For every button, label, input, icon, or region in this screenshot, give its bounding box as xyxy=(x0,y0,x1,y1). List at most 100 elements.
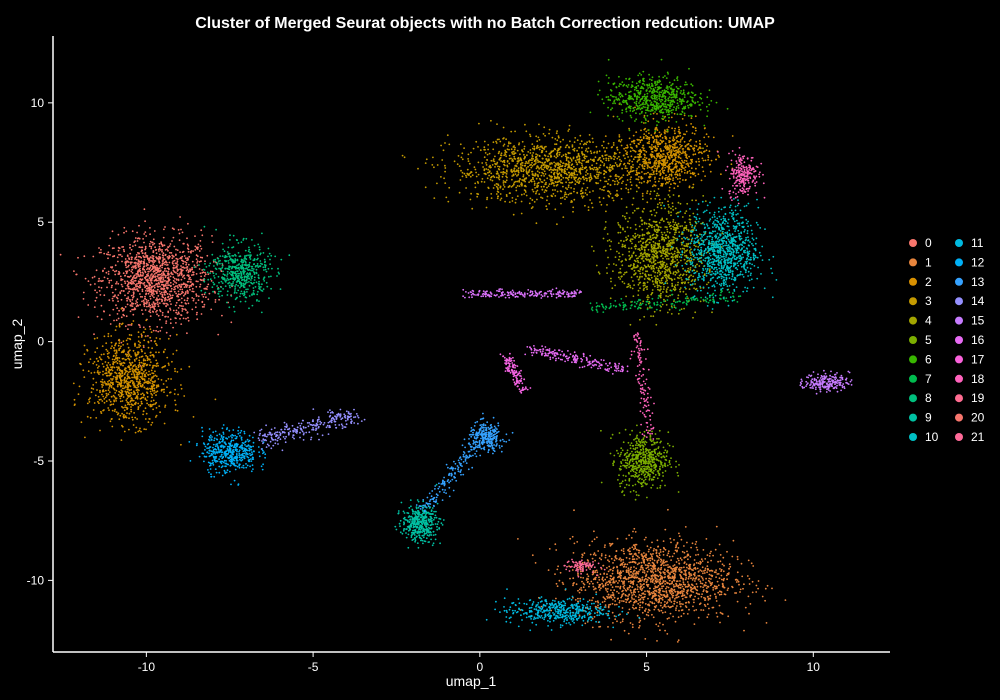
data-point xyxy=(684,573,687,575)
data-point xyxy=(492,158,495,161)
data-point xyxy=(693,564,695,567)
data-point xyxy=(159,269,162,272)
data-point xyxy=(491,164,494,166)
data-point xyxy=(571,145,574,148)
data-point xyxy=(686,581,689,583)
data-point xyxy=(117,233,120,236)
data-point xyxy=(161,311,164,314)
data-point xyxy=(139,293,141,295)
data-point xyxy=(114,288,117,291)
data-point xyxy=(155,279,158,282)
data-point xyxy=(568,124,571,127)
data-point xyxy=(204,287,207,290)
data-point xyxy=(196,248,199,251)
data-point xyxy=(613,596,616,599)
data-point xyxy=(124,264,127,267)
data-point xyxy=(183,277,186,280)
data-point xyxy=(177,393,180,396)
data-point xyxy=(187,263,190,266)
data-point xyxy=(110,335,113,337)
data-point xyxy=(679,580,681,582)
data-point xyxy=(125,367,127,370)
chart-title: Cluster of Merged Seurat objects with no… xyxy=(195,15,775,32)
data-point xyxy=(565,196,568,199)
data-point xyxy=(658,554,661,557)
data-point xyxy=(633,544,636,547)
data-point xyxy=(652,594,655,597)
data-point xyxy=(171,257,174,260)
data-point xyxy=(130,406,132,408)
data-point xyxy=(538,123,540,126)
data-point xyxy=(499,140,502,143)
data-point xyxy=(515,198,517,201)
data-point xyxy=(130,388,133,391)
data-point xyxy=(186,266,189,268)
data-point xyxy=(558,180,560,183)
data-point xyxy=(135,256,138,258)
data-point xyxy=(122,414,125,416)
data-point xyxy=(665,587,667,590)
data-point xyxy=(155,375,158,378)
data-point xyxy=(604,554,607,557)
data-point xyxy=(161,280,163,283)
data-point xyxy=(108,399,111,401)
data-point xyxy=(502,126,505,129)
data-point xyxy=(562,154,565,157)
data-point xyxy=(461,158,464,161)
data-point xyxy=(129,324,131,326)
data-point xyxy=(622,550,625,553)
data-point xyxy=(766,584,769,587)
data-point xyxy=(553,155,556,158)
data-point xyxy=(152,274,155,277)
data-point xyxy=(755,584,758,587)
data-point xyxy=(675,596,678,599)
data-point xyxy=(680,538,683,541)
data-point xyxy=(120,279,122,282)
data-point xyxy=(131,376,134,379)
data-point xyxy=(585,166,587,169)
data-point xyxy=(167,249,169,252)
data-point xyxy=(675,609,677,611)
data-point xyxy=(518,142,521,145)
data-point xyxy=(595,168,597,171)
data-point xyxy=(448,186,451,189)
data-point xyxy=(578,146,580,149)
data-point xyxy=(608,542,611,545)
data-point xyxy=(83,353,86,355)
data-point xyxy=(129,243,131,246)
data-point xyxy=(601,144,603,147)
data-point xyxy=(158,302,161,304)
data-point xyxy=(538,171,541,174)
data-point xyxy=(116,359,119,361)
data-point xyxy=(523,145,526,148)
data-point xyxy=(158,290,161,293)
data-point xyxy=(107,251,110,254)
data-point xyxy=(132,365,135,367)
data-point xyxy=(600,203,603,206)
data-point xyxy=(580,178,582,180)
data-point xyxy=(180,305,183,307)
data-point xyxy=(151,241,154,244)
data-point xyxy=(174,370,177,373)
data-point xyxy=(604,544,606,546)
data-point xyxy=(535,162,537,164)
data-point xyxy=(693,609,696,612)
data-point xyxy=(93,361,96,363)
data-point xyxy=(467,160,470,163)
data-point xyxy=(696,585,699,588)
data-point xyxy=(554,138,557,140)
data-point xyxy=(126,386,128,389)
data-point xyxy=(121,285,124,288)
data-point xyxy=(614,600,617,602)
data-point xyxy=(652,590,655,593)
data-point xyxy=(613,559,616,562)
data-point xyxy=(647,590,650,593)
data-point xyxy=(580,195,583,198)
data-point xyxy=(120,390,123,392)
data-point xyxy=(142,344,145,347)
data-point xyxy=(589,199,591,201)
data-point xyxy=(144,418,147,420)
data-point xyxy=(134,401,137,404)
data-point xyxy=(535,153,537,156)
data-point xyxy=(578,168,581,170)
